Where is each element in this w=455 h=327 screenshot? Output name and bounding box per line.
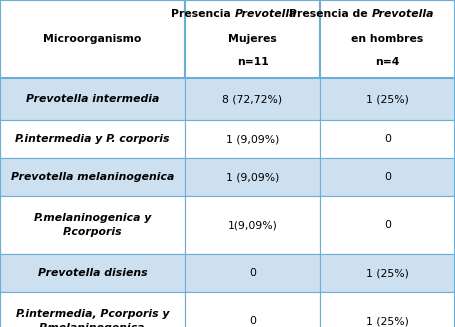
Text: 8 (72,72%): 8 (72,72%)	[222, 94, 283, 104]
Text: 1(9,09%): 1(9,09%)	[228, 220, 278, 230]
Bar	[0, 120, 185, 158]
Text: 1 (25%): 1 (25%)	[366, 268, 409, 278]
Text: Prevotella intermedia: Prevotella intermedia	[26, 94, 159, 104]
Text: 0: 0	[249, 316, 256, 326]
Bar	[185, 0, 320, 78]
Bar	[185, 196, 320, 254]
Bar	[320, 158, 455, 196]
Text: 1 (25%): 1 (25%)	[366, 94, 409, 104]
Bar	[185, 120, 320, 158]
Text: Prevotella: Prevotella	[234, 9, 297, 19]
Text: n=11: n=11	[237, 58, 268, 67]
Bar	[320, 120, 455, 158]
Text: 1 (25%): 1 (25%)	[366, 316, 409, 326]
Bar	[320, 292, 455, 327]
Bar	[0, 196, 185, 254]
Bar	[0, 0, 185, 78]
Bar	[185, 292, 320, 327]
Text: Prevotella: Prevotella	[371, 9, 434, 19]
Text: 0: 0	[384, 220, 391, 230]
Bar	[185, 158, 320, 196]
Bar	[0, 78, 185, 120]
Text: 1 (9,09%): 1 (9,09%)	[226, 172, 279, 182]
Bar	[185, 254, 320, 292]
Text: Microorganismo: Microorganismo	[43, 34, 142, 44]
Bar	[320, 0, 455, 78]
Text: n=4: n=4	[375, 58, 399, 67]
Text: Presencia de: Presencia de	[289, 9, 371, 19]
Bar	[0, 158, 185, 196]
Text: Mujeres: Mujeres	[228, 34, 277, 44]
Text: P.melaninogenica y
P.corporis: P.melaninogenica y P.corporis	[34, 214, 151, 237]
Bar	[0, 254, 185, 292]
Text: P.intermedia y P. corporis: P.intermedia y P. corporis	[15, 134, 170, 144]
Text: en hombres: en hombres	[351, 34, 424, 44]
Text: 0: 0	[384, 172, 391, 182]
Bar	[0, 292, 185, 327]
Text: 0: 0	[249, 268, 256, 278]
Text: Prevotella disiens: Prevotella disiens	[38, 268, 147, 278]
Text: P.intermedia, Pcorporis y
P.melaninogenica: P.intermedia, Pcorporis y P.melaninogeni…	[16, 309, 169, 327]
Text: Presencia: Presencia	[171, 9, 234, 19]
Text: Prevotella melaninogenica: Prevotella melaninogenica	[11, 172, 174, 182]
Bar	[185, 78, 320, 120]
Bar	[320, 78, 455, 120]
Text: 1 (9,09%): 1 (9,09%)	[226, 134, 279, 144]
Bar	[320, 196, 455, 254]
Text: 0: 0	[384, 134, 391, 144]
Bar	[320, 254, 455, 292]
